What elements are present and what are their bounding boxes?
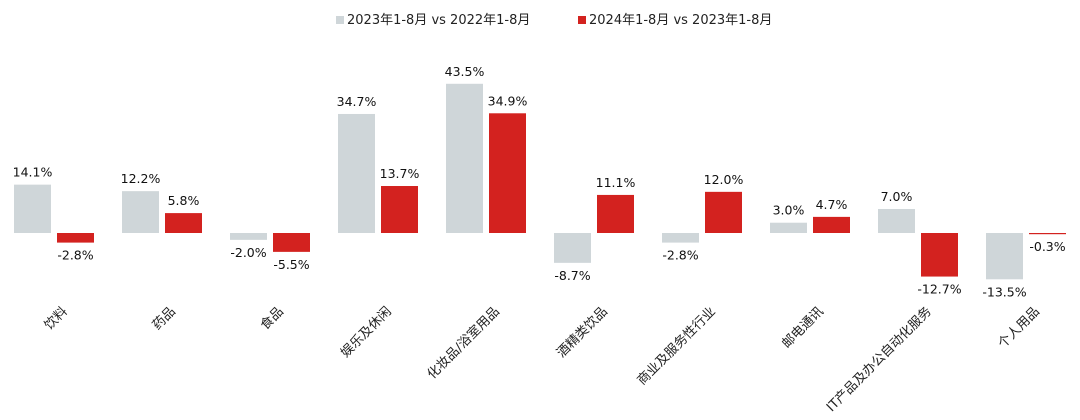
bar-series-1-2 — [230, 233, 267, 240]
data-label-series-2-9: -0.3% — [1029, 239, 1065, 254]
bar-series-2-5 — [597, 194, 634, 233]
data-label-series-1-7: 3.0% — [773, 203, 805, 218]
legend-swatch-series-1 — [336, 16, 344, 24]
legend: 2023年1-8月 vs 2022年1-8月 2024年1-8月 vs 2023… — [336, 13, 772, 28]
data-label-series-2-1: 5.8% — [168, 193, 200, 208]
plot-area: 14.1% -2.8% 饮料 12.2% 5.8% 药品 -2.0% -5.5% 食品 34.7%… — [13, 64, 1066, 415]
data-label-series-1-1: 12.2% — [121, 171, 161, 186]
data-label-series-1-9: -13.5% — [982, 284, 1026, 299]
category-label-6: 商业及服务性行业 — [634, 304, 719, 389]
data-label-series-1-8: 7.0% — [881, 189, 913, 204]
data-label-series-1-2: -2.0% — [230, 245, 266, 260]
data-label-series-2-6: 12.0% — [704, 172, 744, 187]
category-label-3: 娱乐及休闲 — [338, 304, 395, 361]
data-label-series-1-5: -8.7% — [554, 268, 590, 283]
data-label-series-2-8: -12.7% — [917, 282, 961, 297]
category-label-7: 邮电通讯 — [779, 304, 826, 351]
legend-label-series-2: 2024年1-8月 vs 2023年1-8月 — [589, 13, 772, 28]
bar-series-2-0 — [57, 233, 94, 243]
bar-series-1-1 — [122, 191, 159, 233]
data-label-series-1-3: 34.7% — [337, 94, 377, 109]
category-label-4: 化妆品/浴室用品 — [424, 304, 503, 383]
category-label-1: 药品 — [150, 304, 179, 333]
bar-series-1-0 — [14, 184, 51, 233]
bar-series-1-6 — [662, 233, 699, 243]
category-label-5: 酒精类饮品 — [554, 304, 611, 361]
category-label-9: 个人用品 — [995, 304, 1042, 351]
data-label-series-1-6: -2.8% — [662, 248, 698, 263]
category-label-0: 饮料 — [42, 304, 71, 333]
bar-series-2-4 — [489, 113, 526, 233]
bar-series-2-8 — [921, 233, 958, 277]
bar-series-1-3 — [338, 113, 375, 233]
bar-series-1-9 — [986, 233, 1023, 280]
category-label-2: 食品 — [257, 304, 287, 334]
bar-series-2-2 — [273, 233, 310, 252]
bar-series-1-5 — [554, 233, 591, 263]
data-label-series-2-4: 34.9% — [488, 93, 528, 108]
data-label-series-1-0: 14.1% — [13, 165, 53, 180]
legend-label-series-1: 2023年1-8月 vs 2022年1-8月 — [347, 13, 530, 28]
legend-swatch-series-2 — [578, 16, 586, 24]
bar-series-1-7 — [770, 222, 807, 233]
data-label-series-2-5: 11.1% — [596, 175, 636, 190]
category-label-8: IT产品及办公自动化服务 — [823, 304, 935, 416]
bar-series-2-3 — [381, 186, 418, 233]
bar-series-1-4 — [446, 83, 483, 233]
bar-series-1-8 — [878, 208, 915, 233]
data-label-series-2-2: -5.5% — [273, 257, 309, 272]
bar-series-2-9 — [1029, 233, 1066, 235]
data-label-series-2-0: -2.8% — [57, 248, 93, 263]
bar-series-2-1 — [165, 213, 202, 233]
bar-series-2-6 — [705, 191, 742, 233]
data-label-series-1-4: 43.5% — [445, 64, 485, 79]
data-label-series-2-7: 4.7% — [816, 197, 848, 212]
bar-series-2-7 — [813, 216, 850, 233]
data-label-series-2-3: 13.7% — [380, 166, 420, 181]
